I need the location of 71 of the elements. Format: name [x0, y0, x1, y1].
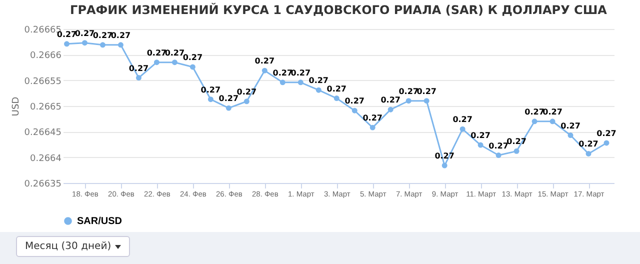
point	[388, 106, 394, 112]
data-label: 0.27	[272, 68, 293, 78]
chart-title: ГРАФИК ИЗМЕНЕНИЙ КУРСА 1 САУДОВСКОГО РИАЛА (SAR) К ДОЛЛАРУ США	[70, 2, 608, 17]
data-label: 0.27	[128, 64, 149, 73]
point	[226, 105, 232, 111]
data-label: 0.27	[308, 76, 329, 86]
point	[298, 80, 304, 86]
y-axis-title: USD	[11, 96, 22, 116]
y-tick-label: 0.26655	[24, 76, 62, 87]
data-label: 0.27	[110, 30, 131, 40]
point	[532, 118, 538, 124]
point	[424, 98, 430, 104]
data-label: 0.27	[542, 107, 562, 116]
point	[496, 152, 502, 158]
data-label: 0.27	[254, 56, 275, 66]
y-tick-label: 0.2665	[30, 102, 62, 112]
data-label: 0.27	[578, 140, 598, 149]
point	[244, 98, 250, 104]
legend-label: SAR/USD	[77, 216, 122, 227]
data-label: 0.27	[560, 121, 580, 130]
data-label: 0.27	[146, 48, 167, 58]
data-label: 0.27	[74, 28, 95, 38]
data-label: 0.27	[524, 107, 544, 116]
point	[316, 87, 322, 93]
point	[604, 140, 610, 146]
data-label: 0.27	[326, 84, 346, 94]
point	[514, 148, 520, 154]
data-label: 0.27	[182, 52, 203, 62]
data-label: 0.27	[488, 141, 508, 150]
data-label: 0.27	[470, 131, 490, 140]
data-label: 0.27	[398, 86, 418, 96]
point	[190, 64, 196, 70]
point	[568, 132, 574, 138]
data-label: 0.27	[218, 94, 239, 104]
data-label: 0.27	[236, 87, 257, 96]
data-label: 0.27	[362, 114, 382, 123]
y-tick-label: 0.26645	[24, 128, 62, 138]
point	[280, 80, 286, 86]
data-label: 0.27	[416, 86, 436, 96]
data-label: 0.27	[506, 137, 526, 146]
y-tick-label: 0.26635	[24, 180, 62, 190]
data-label: 0.27	[290, 68, 311, 78]
data-label: 0.27	[380, 96, 400, 105]
point	[406, 98, 412, 104]
y-tick-label: 0.2664	[30, 154, 62, 164]
point	[136, 75, 142, 80]
point	[100, 42, 106, 48]
point	[262, 68, 268, 74]
point	[172, 60, 178, 66]
data-label: 0.27	[452, 115, 472, 124]
point	[64, 41, 70, 47]
point	[478, 142, 484, 148]
data-label: 0.27	[92, 30, 113, 40]
point	[352, 108, 358, 114]
point	[550, 118, 556, 124]
text: Месяц (30 дней)	[25, 241, 112, 252]
data-label: 0.27	[434, 152, 454, 161]
point	[208, 96, 214, 102]
point	[442, 162, 448, 168]
data-label: 0.27	[596, 128, 616, 138]
y-tick-label: 0.2666	[30, 51, 62, 62]
data-label: 0.27	[56, 30, 77, 39]
point	[118, 42, 124, 48]
point	[460, 126, 466, 132]
point	[154, 60, 160, 66]
point	[586, 151, 592, 156]
point	[370, 124, 376, 130]
data-label: 0.27	[344, 96, 364, 106]
data-label: 0.27	[200, 85, 221, 94]
point	[82, 40, 88, 46]
point	[334, 96, 340, 102]
